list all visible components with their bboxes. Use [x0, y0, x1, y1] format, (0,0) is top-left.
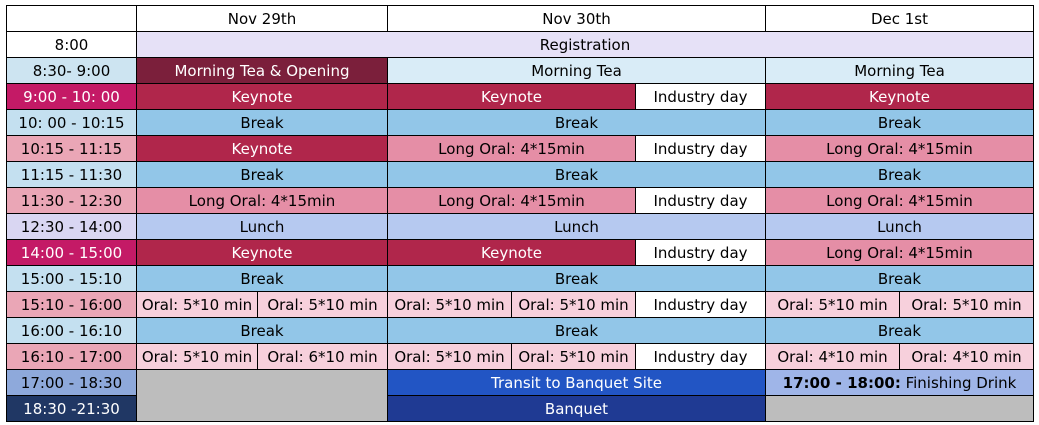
session-cell: Oral: 5*10 min — [511, 343, 636, 370]
session-cell: Long Oral: 4*15min — [136, 187, 388, 214]
break-cell: Break — [387, 265, 766, 292]
time-cell: 9:00 - 10: 00 — [6, 83, 137, 110]
schedule-table: Nov 29th Nov 30th Dec 1st 8:00 Registrat… — [6, 5, 1034, 422]
day-header-nov29: Nov 29th — [136, 5, 388, 32]
finishing-drink-label: Finishing Drink — [900, 373, 1017, 392]
session-cell: Long Oral: 4*15min — [765, 135, 1034, 162]
table-row: 15:10 - 16:00 Oral: 5*10 min Oral: 5*10 … — [6, 291, 1034, 318]
session-cell: Morning Tea — [387, 57, 766, 84]
industry-day-cell: Industry day — [635, 239, 766, 266]
corner-cell — [6, 5, 137, 32]
time-cell: 18:30 -21:30 — [6, 395, 137, 422]
break-cell: Break — [765, 265, 1034, 292]
session-cell: Keynote — [765, 83, 1034, 110]
break-cell: Break — [387, 109, 766, 136]
table-row: 14:00 - 15:00 Keynote Keynote Industry d… — [6, 239, 1034, 266]
table-row: 9:00 - 10: 00 Keynote Keynote Industry d… — [6, 83, 1034, 110]
session-cell: Long Oral: 4*15min — [765, 239, 1034, 266]
lunch-cell: Lunch — [765, 213, 1034, 240]
table-row: 8:30- 9:00 Morning Tea & Opening Morning… — [6, 57, 1034, 84]
time-cell: 15:10 - 16:00 — [6, 291, 137, 318]
table-row: 16:10 - 17:00 Oral: 5*10 min Oral: 6*10 … — [6, 343, 1034, 370]
break-cell: Break — [136, 317, 388, 344]
session-cell: Oral: 5*10 min — [257, 291, 388, 318]
time-cell: 16:10 - 17:00 — [6, 343, 137, 370]
session-cell: Keynote — [136, 83, 388, 110]
time-cell: 14:00 - 15:00 — [6, 239, 137, 266]
table-row: 11:15 - 11:30 Break Break Break — [6, 161, 1034, 188]
session-cell: Oral: 5*10 min — [136, 343, 258, 370]
session-cell: Morning Tea & Opening — [136, 57, 388, 84]
industry-day-cell: Industry day — [635, 83, 766, 110]
session-cell: Oral: 6*10 min — [257, 343, 388, 370]
time-cell: 17:00 - 18:30 — [6, 369, 137, 396]
empty-cell — [765, 395, 1034, 422]
time-cell: 10: 00 - 10:15 — [6, 109, 137, 136]
lunch-cell: Lunch — [136, 213, 388, 240]
registration-cell: Registration — [136, 31, 1034, 58]
session-cell: Morning Tea — [765, 57, 1034, 84]
table-row: 15:00 - 15:10 Break Break Break — [6, 265, 1034, 292]
session-cell: Long Oral: 4*15min — [387, 187, 636, 214]
session-cell: Keynote — [136, 135, 388, 162]
session-cell: Oral: 5*10 min — [899, 291, 1034, 318]
time-cell: 8:30- 9:00 — [6, 57, 137, 84]
session-cell: Keynote — [387, 239, 636, 266]
lunch-cell: Lunch — [387, 213, 766, 240]
session-cell: Oral: 4*10 min — [765, 343, 900, 370]
session-cell: Oral: 5*10 min — [136, 291, 258, 318]
session-cell: Keynote — [387, 83, 636, 110]
empty-cell — [136, 369, 388, 422]
break-cell: Break — [765, 161, 1034, 188]
session-cell: Long Oral: 4*15min — [765, 187, 1034, 214]
finishing-drink-time: 17:00 - 18:00: — [782, 373, 901, 392]
time-cell: 11:15 - 11:30 — [6, 161, 137, 188]
header-row: Nov 29th Nov 30th Dec 1st — [6, 5, 1034, 32]
time-cell: 16:00 - 16:10 — [6, 317, 137, 344]
table-row: 17:00 - 18:30 Transit to Banquet Site 17… — [6, 369, 1034, 422]
session-cell: Oral: 5*10 min — [387, 343, 512, 370]
industry-day-cell: Industry day — [635, 343, 766, 370]
banquet-cell: Banquet — [387, 395, 766, 422]
break-cell: Break — [136, 265, 388, 292]
industry-day-cell: Industry day — [635, 135, 766, 162]
break-cell: Break — [387, 317, 766, 344]
time-cell: 12:30 - 14:00 — [6, 213, 137, 240]
industry-day-cell: Industry day — [635, 187, 766, 214]
table-row: 16:00 - 16:10 Break Break Break — [6, 317, 1034, 344]
session-cell: Long Oral: 4*15min — [387, 135, 636, 162]
session-cell: Oral: 5*10 min — [387, 291, 512, 318]
session-cell: Keynote — [136, 239, 388, 266]
table-row: 10: 00 - 10:15 Break Break Break — [6, 109, 1034, 136]
break-cell: Break — [136, 109, 388, 136]
session-cell: Oral: 5*10 min — [511, 291, 636, 318]
industry-day-cell: Industry day — [635, 291, 766, 318]
table-row: 12:30 - 14:00 Lunch Lunch Lunch — [6, 213, 1034, 240]
session-cell: Oral: 4*10 min — [899, 343, 1034, 370]
break-cell: Break — [765, 317, 1034, 344]
table-row: 18:30 -21:30 Banquet — [6, 395, 1034, 422]
break-cell: Break — [136, 161, 388, 188]
finishing-drink-cell: 17:00 - 18:00: Finishing Drink — [765, 369, 1034, 396]
table-row: 10:15 - 11:15 Keynote Long Oral: 4*15min… — [6, 135, 1034, 162]
day-header-nov30: Nov 30th — [387, 5, 766, 32]
transit-cell: Transit to Banquet Site — [387, 369, 766, 396]
time-cell: 11:30 - 12:30 — [6, 187, 137, 214]
table-row: 8:00 Registration — [6, 31, 1034, 58]
table-row: 11:30 - 12:30 Long Oral: 4*15min Long Or… — [6, 187, 1034, 214]
break-cell: Break — [387, 161, 766, 188]
day-header-dec1: Dec 1st — [765, 5, 1034, 32]
time-cell: 10:15 - 11:15 — [6, 135, 137, 162]
time-cell: 15:00 - 15:10 — [6, 265, 137, 292]
time-cell: 8:00 — [6, 31, 137, 58]
session-cell: Oral: 5*10 min — [765, 291, 900, 318]
break-cell: Break — [765, 109, 1034, 136]
